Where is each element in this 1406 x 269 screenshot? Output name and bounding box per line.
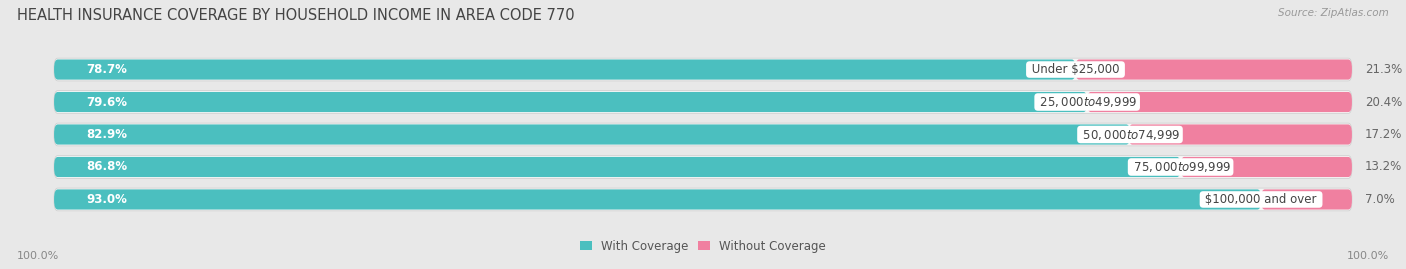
FancyBboxPatch shape (53, 157, 1181, 177)
Text: 78.7%: 78.7% (87, 63, 128, 76)
FancyBboxPatch shape (53, 59, 1076, 80)
Text: Source: ZipAtlas.com: Source: ZipAtlas.com (1278, 8, 1389, 18)
Text: 100.0%: 100.0% (1347, 251, 1389, 261)
FancyBboxPatch shape (1087, 92, 1353, 112)
Text: Under $25,000: Under $25,000 (1028, 63, 1123, 76)
Legend: With Coverage, Without Coverage: With Coverage, Without Coverage (579, 240, 827, 253)
FancyBboxPatch shape (53, 123, 1353, 146)
Text: 93.0%: 93.0% (87, 193, 128, 206)
FancyBboxPatch shape (53, 188, 1353, 211)
Text: $25,000 to $49,999: $25,000 to $49,999 (1036, 95, 1139, 109)
FancyBboxPatch shape (53, 189, 1261, 210)
FancyBboxPatch shape (1129, 125, 1353, 144)
Text: 7.0%: 7.0% (1365, 193, 1395, 206)
FancyBboxPatch shape (1181, 157, 1353, 177)
Text: 13.2%: 13.2% (1365, 161, 1402, 174)
Text: 20.4%: 20.4% (1365, 95, 1402, 108)
FancyBboxPatch shape (53, 91, 1353, 114)
Text: 100.0%: 100.0% (17, 251, 59, 261)
Text: 82.9%: 82.9% (87, 128, 128, 141)
Text: 86.8%: 86.8% (87, 161, 128, 174)
FancyBboxPatch shape (1261, 189, 1353, 210)
FancyBboxPatch shape (53, 125, 1130, 144)
FancyBboxPatch shape (1076, 59, 1353, 80)
Text: 17.2%: 17.2% (1365, 128, 1402, 141)
Text: 21.3%: 21.3% (1365, 63, 1402, 76)
FancyBboxPatch shape (53, 92, 1087, 112)
Text: $50,000 to $74,999: $50,000 to $74,999 (1078, 128, 1181, 141)
Text: HEALTH INSURANCE COVERAGE BY HOUSEHOLD INCOME IN AREA CODE 770: HEALTH INSURANCE COVERAGE BY HOUSEHOLD I… (17, 8, 575, 23)
Text: 79.6%: 79.6% (87, 95, 128, 108)
Text: $75,000 to $99,999: $75,000 to $99,999 (1129, 160, 1232, 174)
Text: $100,000 and over: $100,000 and over (1202, 193, 1320, 206)
FancyBboxPatch shape (53, 58, 1353, 81)
FancyBboxPatch shape (53, 155, 1353, 178)
